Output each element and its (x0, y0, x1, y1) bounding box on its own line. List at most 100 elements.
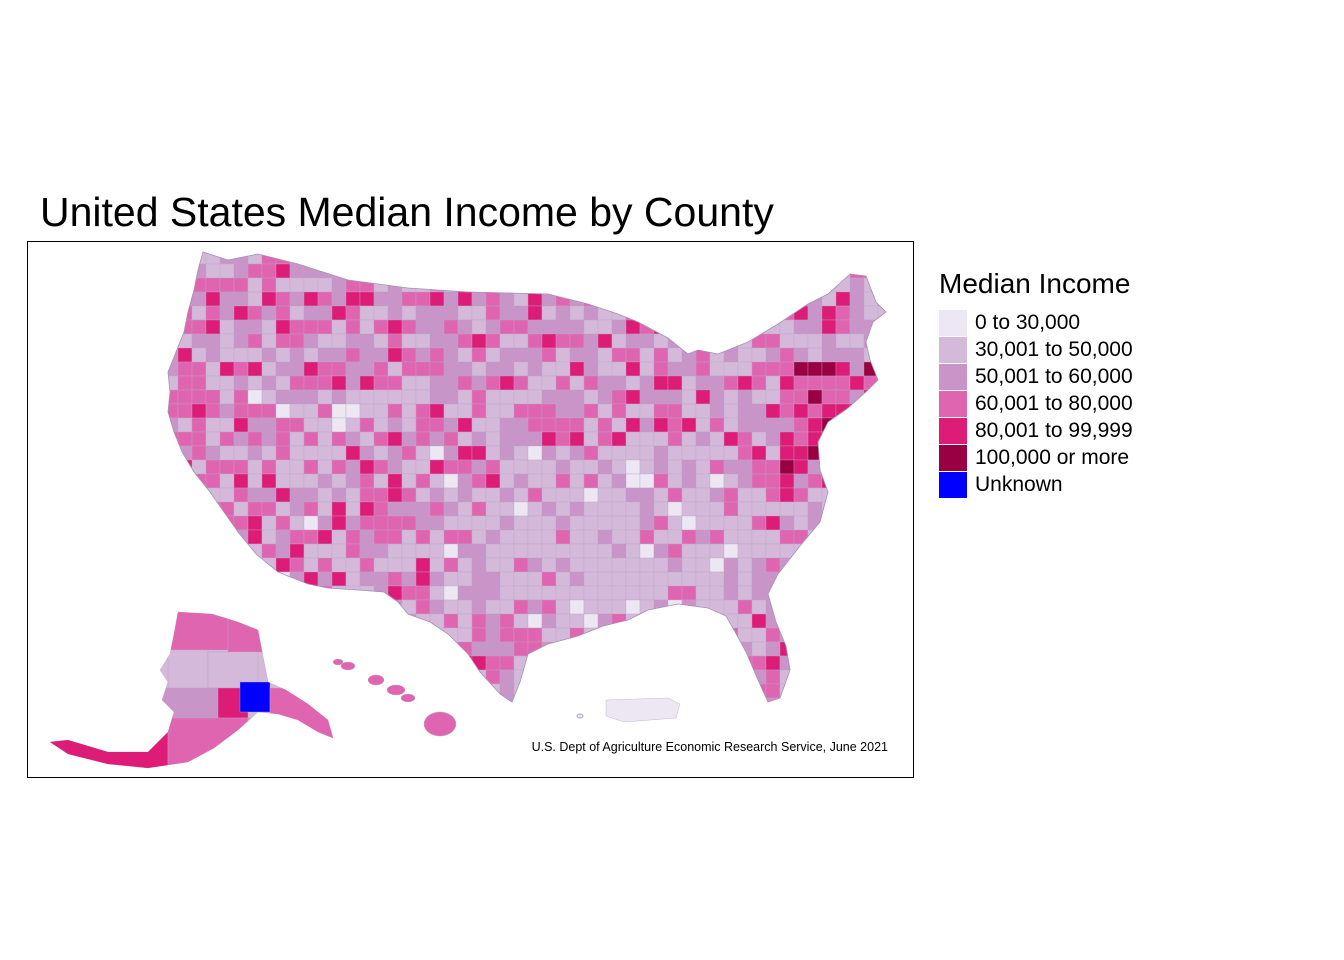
county (793, 571, 809, 587)
county (275, 431, 291, 447)
county (807, 445, 823, 461)
county (415, 515, 431, 531)
county (625, 252, 641, 265)
county (415, 571, 431, 587)
county (401, 403, 417, 419)
county (779, 487, 795, 503)
county (611, 529, 627, 545)
county (373, 431, 389, 447)
county (513, 445, 529, 461)
county (681, 669, 697, 685)
county (695, 375, 711, 391)
county (877, 697, 886, 702)
county (863, 669, 879, 685)
county (219, 252, 235, 265)
county (821, 305, 837, 321)
county (835, 347, 851, 363)
county (639, 557, 655, 573)
county (821, 529, 837, 545)
county (387, 585, 403, 601)
puerto-rico-islet (576, 713, 584, 719)
county (541, 655, 557, 671)
county (457, 333, 473, 349)
county (345, 431, 361, 447)
county (709, 697, 725, 702)
county (359, 347, 375, 363)
county (835, 305, 851, 321)
county (303, 683, 319, 699)
county (429, 697, 445, 702)
county (569, 697, 585, 702)
county (485, 361, 501, 377)
county (639, 445, 655, 461)
county (471, 669, 487, 685)
county (835, 571, 851, 587)
county (779, 347, 795, 363)
county (205, 403, 221, 419)
county (807, 403, 823, 419)
county (863, 543, 879, 559)
us-county-map (49, 251, 887, 769)
county (513, 389, 529, 405)
county (177, 473, 193, 489)
county (807, 529, 823, 545)
county (499, 375, 515, 391)
county (807, 375, 823, 391)
county (443, 557, 459, 573)
county (835, 333, 851, 349)
county (443, 417, 459, 433)
county (359, 319, 375, 335)
county (653, 641, 669, 657)
county (863, 431, 879, 447)
county (443, 599, 459, 615)
county (247, 252, 263, 265)
county (541, 347, 557, 363)
county (667, 403, 683, 419)
county (457, 613, 473, 629)
county (667, 529, 683, 545)
county (191, 431, 207, 447)
county (443, 487, 459, 503)
county (653, 655, 669, 671)
county (387, 697, 403, 702)
county (415, 333, 431, 349)
county (793, 655, 809, 671)
county (849, 669, 865, 685)
county (219, 459, 235, 475)
county (471, 263, 487, 279)
county (653, 669, 669, 685)
county (415, 487, 431, 503)
county (821, 487, 837, 503)
county (793, 375, 809, 391)
county (443, 543, 459, 559)
county (331, 389, 347, 405)
map-source-note: U.S. Dept of Agriculture Economic Resear… (531, 740, 888, 754)
county (289, 431, 305, 447)
county (737, 571, 753, 587)
county (303, 277, 319, 293)
county (583, 389, 599, 405)
county (387, 487, 403, 503)
county (835, 417, 851, 433)
county (765, 669, 781, 685)
county (667, 347, 683, 363)
county (317, 669, 333, 685)
county (373, 571, 389, 587)
county (541, 431, 557, 447)
legend-item: 0 to 30,000 (939, 309, 1133, 336)
county (471, 543, 487, 559)
county (513, 319, 529, 335)
legend-swatch (939, 390, 967, 417)
county (569, 613, 585, 629)
county (625, 291, 641, 307)
county (471, 599, 487, 615)
county (289, 529, 305, 545)
county (555, 487, 571, 503)
county (247, 431, 263, 447)
county (807, 333, 823, 349)
county (261, 347, 277, 363)
county (331, 641, 347, 657)
county (415, 291, 431, 307)
county (303, 473, 319, 489)
county (877, 515, 886, 531)
